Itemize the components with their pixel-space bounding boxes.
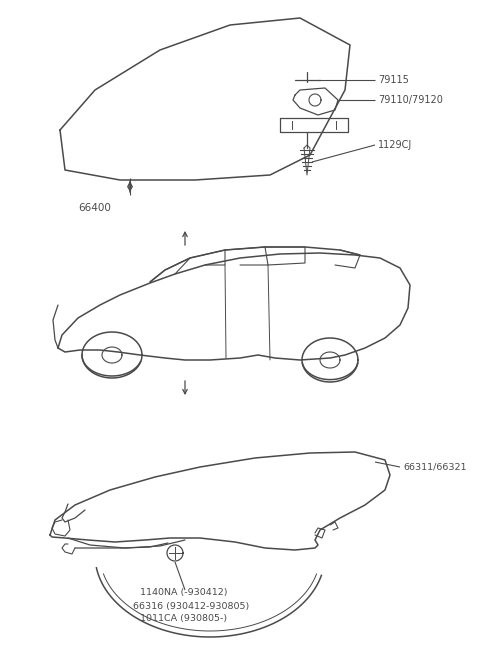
Text: 79110/79120: 79110/79120 — [378, 95, 443, 105]
Text: 66311/66321: 66311/66321 — [403, 463, 467, 472]
Text: 1140NA (-930412): 1140NA (-930412) — [140, 587, 228, 597]
Text: 66316 (930412-930805): 66316 (930412-930805) — [133, 602, 249, 610]
Text: 79115: 79115 — [378, 75, 409, 85]
Text: 1129CJ: 1129CJ — [378, 140, 412, 150]
Text: 66400: 66400 — [79, 203, 111, 213]
Text: 1011CA (930805-): 1011CA (930805-) — [140, 614, 227, 623]
